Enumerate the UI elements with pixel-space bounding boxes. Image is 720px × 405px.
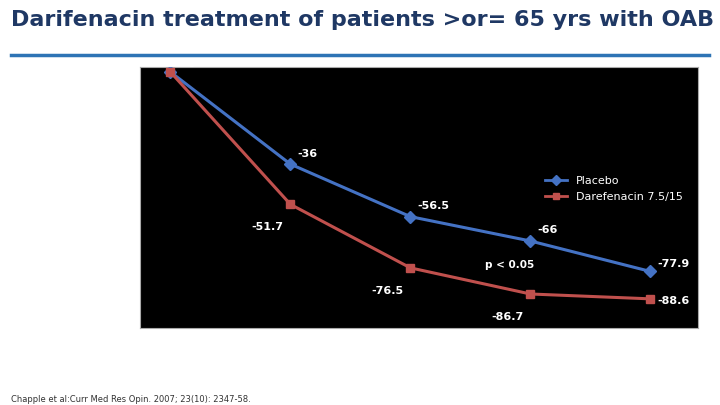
Text: -51.7: -51.7 [251, 222, 284, 232]
Text: -77.9: -77.9 [657, 259, 690, 269]
Text: -36: -36 [297, 149, 318, 159]
Text: Darifenacin treatment of patients >or= 65 yrs with OAB: Darifenacin treatment of patients >or= 6… [11, 10, 714, 30]
Text: -86.7: -86.7 [491, 312, 523, 322]
Text: 0: 0 [187, 59, 194, 69]
Text: Chapple et al:Curr Med Res Opin. 2007; 23(10): 2347-58.: Chapple et al:Curr Med Res Opin. 2007; 2… [11, 395, 251, 404]
Text: Percentage reduction from baseline over time with placebo & darifenacin in
ITT p: Percentage reduction from baseline over … [62, 339, 658, 372]
Text: -66: -66 [537, 226, 558, 235]
Text: -76.5: -76.5 [372, 286, 403, 296]
Text: -56.5: -56.5 [418, 201, 449, 211]
Legend: Placebo, Darefenacin 7.5/15: Placebo, Darefenacin 7.5/15 [541, 172, 688, 206]
Text: -88.6: -88.6 [657, 296, 690, 306]
Y-axis label: Change from baseline in: Change from baseline in [94, 138, 104, 257]
Text: p < 0.05: p < 0.05 [485, 260, 534, 270]
